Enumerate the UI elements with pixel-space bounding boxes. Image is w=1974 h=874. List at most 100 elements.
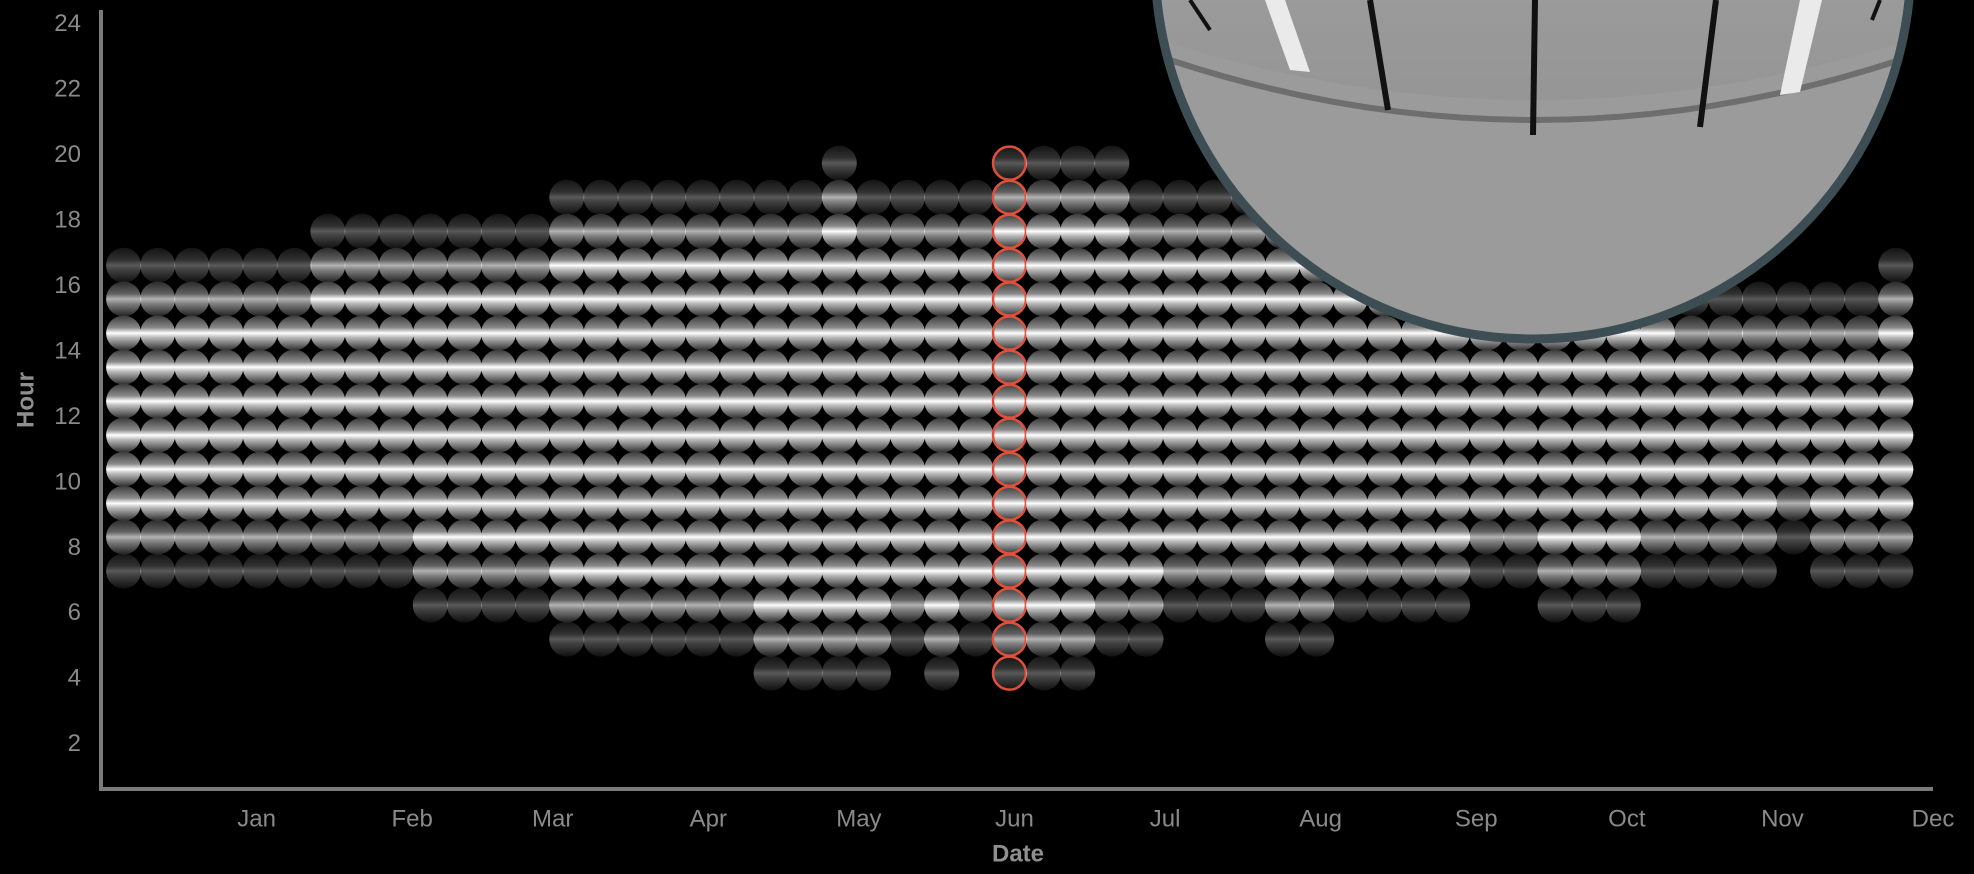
x-tick-label: Apr bbox=[690, 805, 727, 832]
hour-image bbox=[958, 418, 993, 453]
hour-image bbox=[1878, 316, 1913, 351]
hour-image bbox=[447, 588, 482, 623]
hour-image bbox=[856, 519, 891, 554]
hour-image bbox=[719, 418, 754, 453]
hour-image bbox=[243, 486, 278, 521]
hour-image bbox=[1742, 384, 1777, 419]
hour-image bbox=[618, 384, 653, 419]
hour-image bbox=[1094, 384, 1129, 419]
hour-image bbox=[754, 214, 789, 249]
hour-image bbox=[651, 248, 686, 283]
hour-image bbox=[140, 248, 175, 283]
hour-image bbox=[379, 282, 414, 317]
hour-image bbox=[174, 282, 209, 317]
hour-image bbox=[583, 418, 618, 453]
hour-image bbox=[1231, 316, 1266, 351]
hour-image bbox=[822, 622, 857, 657]
hour-image bbox=[1333, 418, 1368, 453]
hour-image bbox=[1128, 554, 1163, 589]
hour-image bbox=[208, 384, 243, 419]
hour-image bbox=[651, 350, 686, 385]
hour-image bbox=[685, 418, 720, 453]
hour-image bbox=[1231, 554, 1266, 589]
hour-image bbox=[788, 214, 823, 249]
hour-image bbox=[719, 452, 754, 487]
hour-image bbox=[958, 486, 993, 521]
x-tick-label: Nov bbox=[1761, 805, 1804, 832]
hour-image bbox=[1299, 519, 1334, 554]
hour-image bbox=[1742, 519, 1777, 554]
hour-image bbox=[481, 214, 516, 249]
hour-image bbox=[1708, 418, 1743, 453]
hour-image bbox=[856, 384, 891, 419]
hour-image bbox=[719, 622, 754, 657]
hour-image bbox=[890, 452, 925, 487]
hour-image bbox=[822, 418, 857, 453]
hour-image bbox=[140, 452, 175, 487]
hour-image bbox=[1060, 452, 1095, 487]
hour-image bbox=[515, 350, 550, 385]
hour-image bbox=[651, 486, 686, 521]
hour-image bbox=[856, 350, 891, 385]
hour-image bbox=[958, 282, 993, 317]
hour-image bbox=[1572, 418, 1607, 453]
hour-image bbox=[344, 282, 379, 317]
hour-image bbox=[1265, 350, 1300, 385]
hour-image bbox=[924, 622, 959, 657]
hour-image bbox=[685, 588, 720, 623]
hour-image bbox=[413, 350, 448, 385]
hour-image bbox=[583, 588, 618, 623]
hour-image bbox=[277, 452, 312, 487]
hour-image bbox=[651, 519, 686, 554]
hour-image bbox=[1163, 588, 1198, 623]
hour-image bbox=[1163, 418, 1198, 453]
hour-image bbox=[719, 519, 754, 554]
hour-image bbox=[447, 486, 482, 521]
hour-image bbox=[174, 384, 209, 419]
hour-image bbox=[618, 248, 653, 283]
hour-image bbox=[685, 519, 720, 554]
hour-image bbox=[856, 452, 891, 487]
hour-image bbox=[243, 282, 278, 317]
hour-image bbox=[208, 452, 243, 487]
hour-image bbox=[515, 316, 550, 351]
hour-image bbox=[924, 656, 959, 691]
hour-image bbox=[481, 554, 516, 589]
hour-image bbox=[344, 452, 379, 487]
hour-image bbox=[1163, 350, 1198, 385]
hour-image bbox=[1742, 350, 1777, 385]
hour-image bbox=[208, 554, 243, 589]
hour-image bbox=[1128, 180, 1163, 215]
hour-image bbox=[788, 656, 823, 691]
hour-image bbox=[890, 519, 925, 554]
hour-image bbox=[1742, 418, 1777, 453]
hour-image bbox=[1606, 588, 1641, 623]
hour-image bbox=[310, 486, 345, 521]
y-tick-label: 6 bbox=[68, 599, 81, 626]
hour-image bbox=[583, 350, 618, 385]
hour-image bbox=[1401, 486, 1436, 521]
hour-image bbox=[1810, 519, 1845, 554]
hour-image bbox=[1060, 656, 1095, 691]
hour-image bbox=[277, 282, 312, 317]
hour-image bbox=[1094, 248, 1129, 283]
hour-image bbox=[481, 452, 516, 487]
hour-image bbox=[243, 384, 278, 419]
hour-image bbox=[1060, 588, 1095, 623]
x-tick-label: May bbox=[836, 805, 881, 832]
hour-image bbox=[1026, 180, 1061, 215]
hour-image bbox=[1060, 214, 1095, 249]
hour-image bbox=[1810, 486, 1845, 521]
hour-image bbox=[651, 282, 686, 317]
hour-image bbox=[1572, 452, 1607, 487]
hour-image bbox=[924, 316, 959, 351]
hour-image bbox=[924, 554, 959, 589]
hour-image bbox=[856, 588, 891, 623]
hour-image bbox=[924, 248, 959, 283]
hour-image bbox=[1640, 554, 1675, 589]
hour-image bbox=[310, 316, 345, 351]
hour-image bbox=[1197, 214, 1232, 249]
hour-image bbox=[1674, 554, 1709, 589]
hour-image bbox=[958, 180, 993, 215]
hour-image bbox=[822, 486, 857, 521]
